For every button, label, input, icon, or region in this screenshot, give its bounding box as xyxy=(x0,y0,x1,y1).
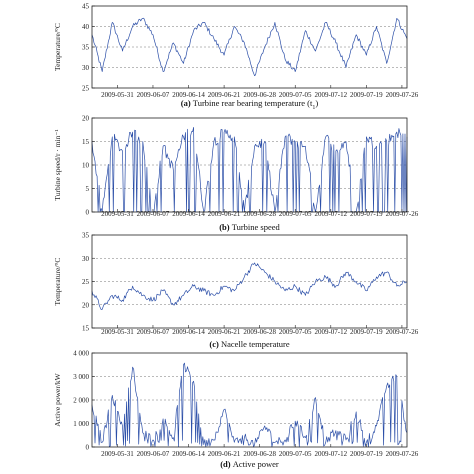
x-tick-label: 2009-06-21 xyxy=(208,450,241,458)
panel-caption: (a) Turbine rear bearing temperature (t1… xyxy=(181,98,319,111)
x-tick-label: 2009-06-14 xyxy=(172,210,205,218)
x-tick-label: 2009-06-07 xyxy=(137,328,170,336)
x-tick-label: 2009-07-12 xyxy=(314,91,347,99)
y-tick-label: 4 000 xyxy=(73,350,89,358)
y-axis-label: Active power/kW xyxy=(53,372,62,426)
x-tick-label: 2009-06-21 xyxy=(208,328,241,336)
y-tick-label: 1 000 xyxy=(73,420,89,428)
panel-caption: (c) Nacelle temperature xyxy=(209,339,289,349)
x-tick-label: 2009-06-14 xyxy=(172,450,205,458)
x-tick-label: 2009-06-21 xyxy=(208,91,241,99)
y-tick-label: 3 000 xyxy=(73,373,89,381)
x-tick-label: 2009-07-19 xyxy=(350,450,383,458)
x-tick-label: 2009-05-31 xyxy=(101,450,134,458)
y-tick-label: 10 xyxy=(82,162,90,170)
x-tick-label: 2009-06-28 xyxy=(243,210,276,218)
y-tick-label: 30 xyxy=(82,255,90,263)
x-tick-label: 2009-06-07 xyxy=(137,210,170,218)
y-tick-label: 30 xyxy=(82,64,90,72)
y-tick-label: 45 xyxy=(82,3,90,11)
panel-caption: (b) Turbine speed xyxy=(219,222,280,232)
x-tick-label: 2009-07-12 xyxy=(314,450,347,458)
y-tick-label: 35 xyxy=(82,232,90,240)
x-tick-label: 2009-06-07 xyxy=(137,91,170,99)
x-tick-label: 2009-07-05 xyxy=(279,450,312,458)
y-tick-label: 15 xyxy=(82,138,90,146)
x-tick-label: 2009-06-28 xyxy=(243,91,276,99)
y-tick-label: 15 xyxy=(82,325,90,333)
y-tick-label: 2 000 xyxy=(73,397,89,405)
x-tick-label: 2009-07-19 xyxy=(350,328,383,336)
x-tick-label: 2009-07-19 xyxy=(350,91,383,99)
series-line xyxy=(91,17,408,77)
y-tick-label: 5 xyxy=(86,185,90,193)
y-tick-label: 20 xyxy=(82,115,90,123)
x-tick-label: 2009-06-14 xyxy=(172,91,205,99)
x-tick-label: 2009-06-28 xyxy=(243,450,276,458)
x-tick-label: 2009-07-05 xyxy=(279,210,312,218)
panel-a: 25 30 35 40 45 2009-05-31 2009-06-07 2009-06-14… xyxy=(53,3,419,112)
y-tick-label: 0 xyxy=(86,209,90,217)
y-axis-label: Temperature/°C xyxy=(53,23,62,71)
series-line xyxy=(91,362,408,448)
x-tick-label: 2009-07-26 xyxy=(386,210,419,218)
series-line xyxy=(91,262,408,310)
x-tick-label: 2009-05-31 xyxy=(101,91,134,99)
x-tick-label: 2009-07-12 xyxy=(314,210,347,218)
panel-d: 0 1 000 2 000 3 000 4 000 2009-05-31 2009-06-0… xyxy=(53,350,419,470)
series-line xyxy=(91,127,408,213)
x-tick-label: 2009-07-26 xyxy=(386,91,419,99)
x-tick-label: 2009-05-31 xyxy=(101,328,134,336)
x-tick-label: 2009-06-14 xyxy=(172,328,205,336)
x-tick-label: 2009-07-05 xyxy=(279,328,312,336)
x-tick-label: 2009-07-19 xyxy=(350,210,383,218)
x-tick-label: 2009-05-31 xyxy=(101,210,134,218)
x-tick-label: 2009-07-12 xyxy=(314,328,347,336)
y-tick-label: 25 xyxy=(82,85,90,93)
panel-c: 15 20 25 30 35 2009-05-31 2009-06-07 2009-06-14… xyxy=(53,232,419,350)
y-tick-label: 0 xyxy=(86,444,90,452)
y-tick-label: 25 xyxy=(82,278,90,286)
y-tick-label: 20 xyxy=(82,301,90,309)
x-tick-label: 2009-07-26 xyxy=(386,450,419,458)
x-tick-label: 2009-06-07 xyxy=(137,450,170,458)
panel-caption: (d) Active power xyxy=(220,459,279,469)
x-tick-label: 2009-07-26 xyxy=(386,328,419,336)
x-tick-label: 2009-07-05 xyxy=(279,91,312,99)
x-tick-label: 2009-06-28 xyxy=(243,328,276,336)
y-axis-label: Turbine speed/r · min⁻¹ xyxy=(53,129,62,200)
y-tick-label: 35 xyxy=(82,44,90,52)
y-tick-label: 40 xyxy=(82,23,90,31)
x-tick-label: 2009-06-21 xyxy=(208,210,241,218)
y-axis-label: Temperature/°C xyxy=(53,258,62,306)
